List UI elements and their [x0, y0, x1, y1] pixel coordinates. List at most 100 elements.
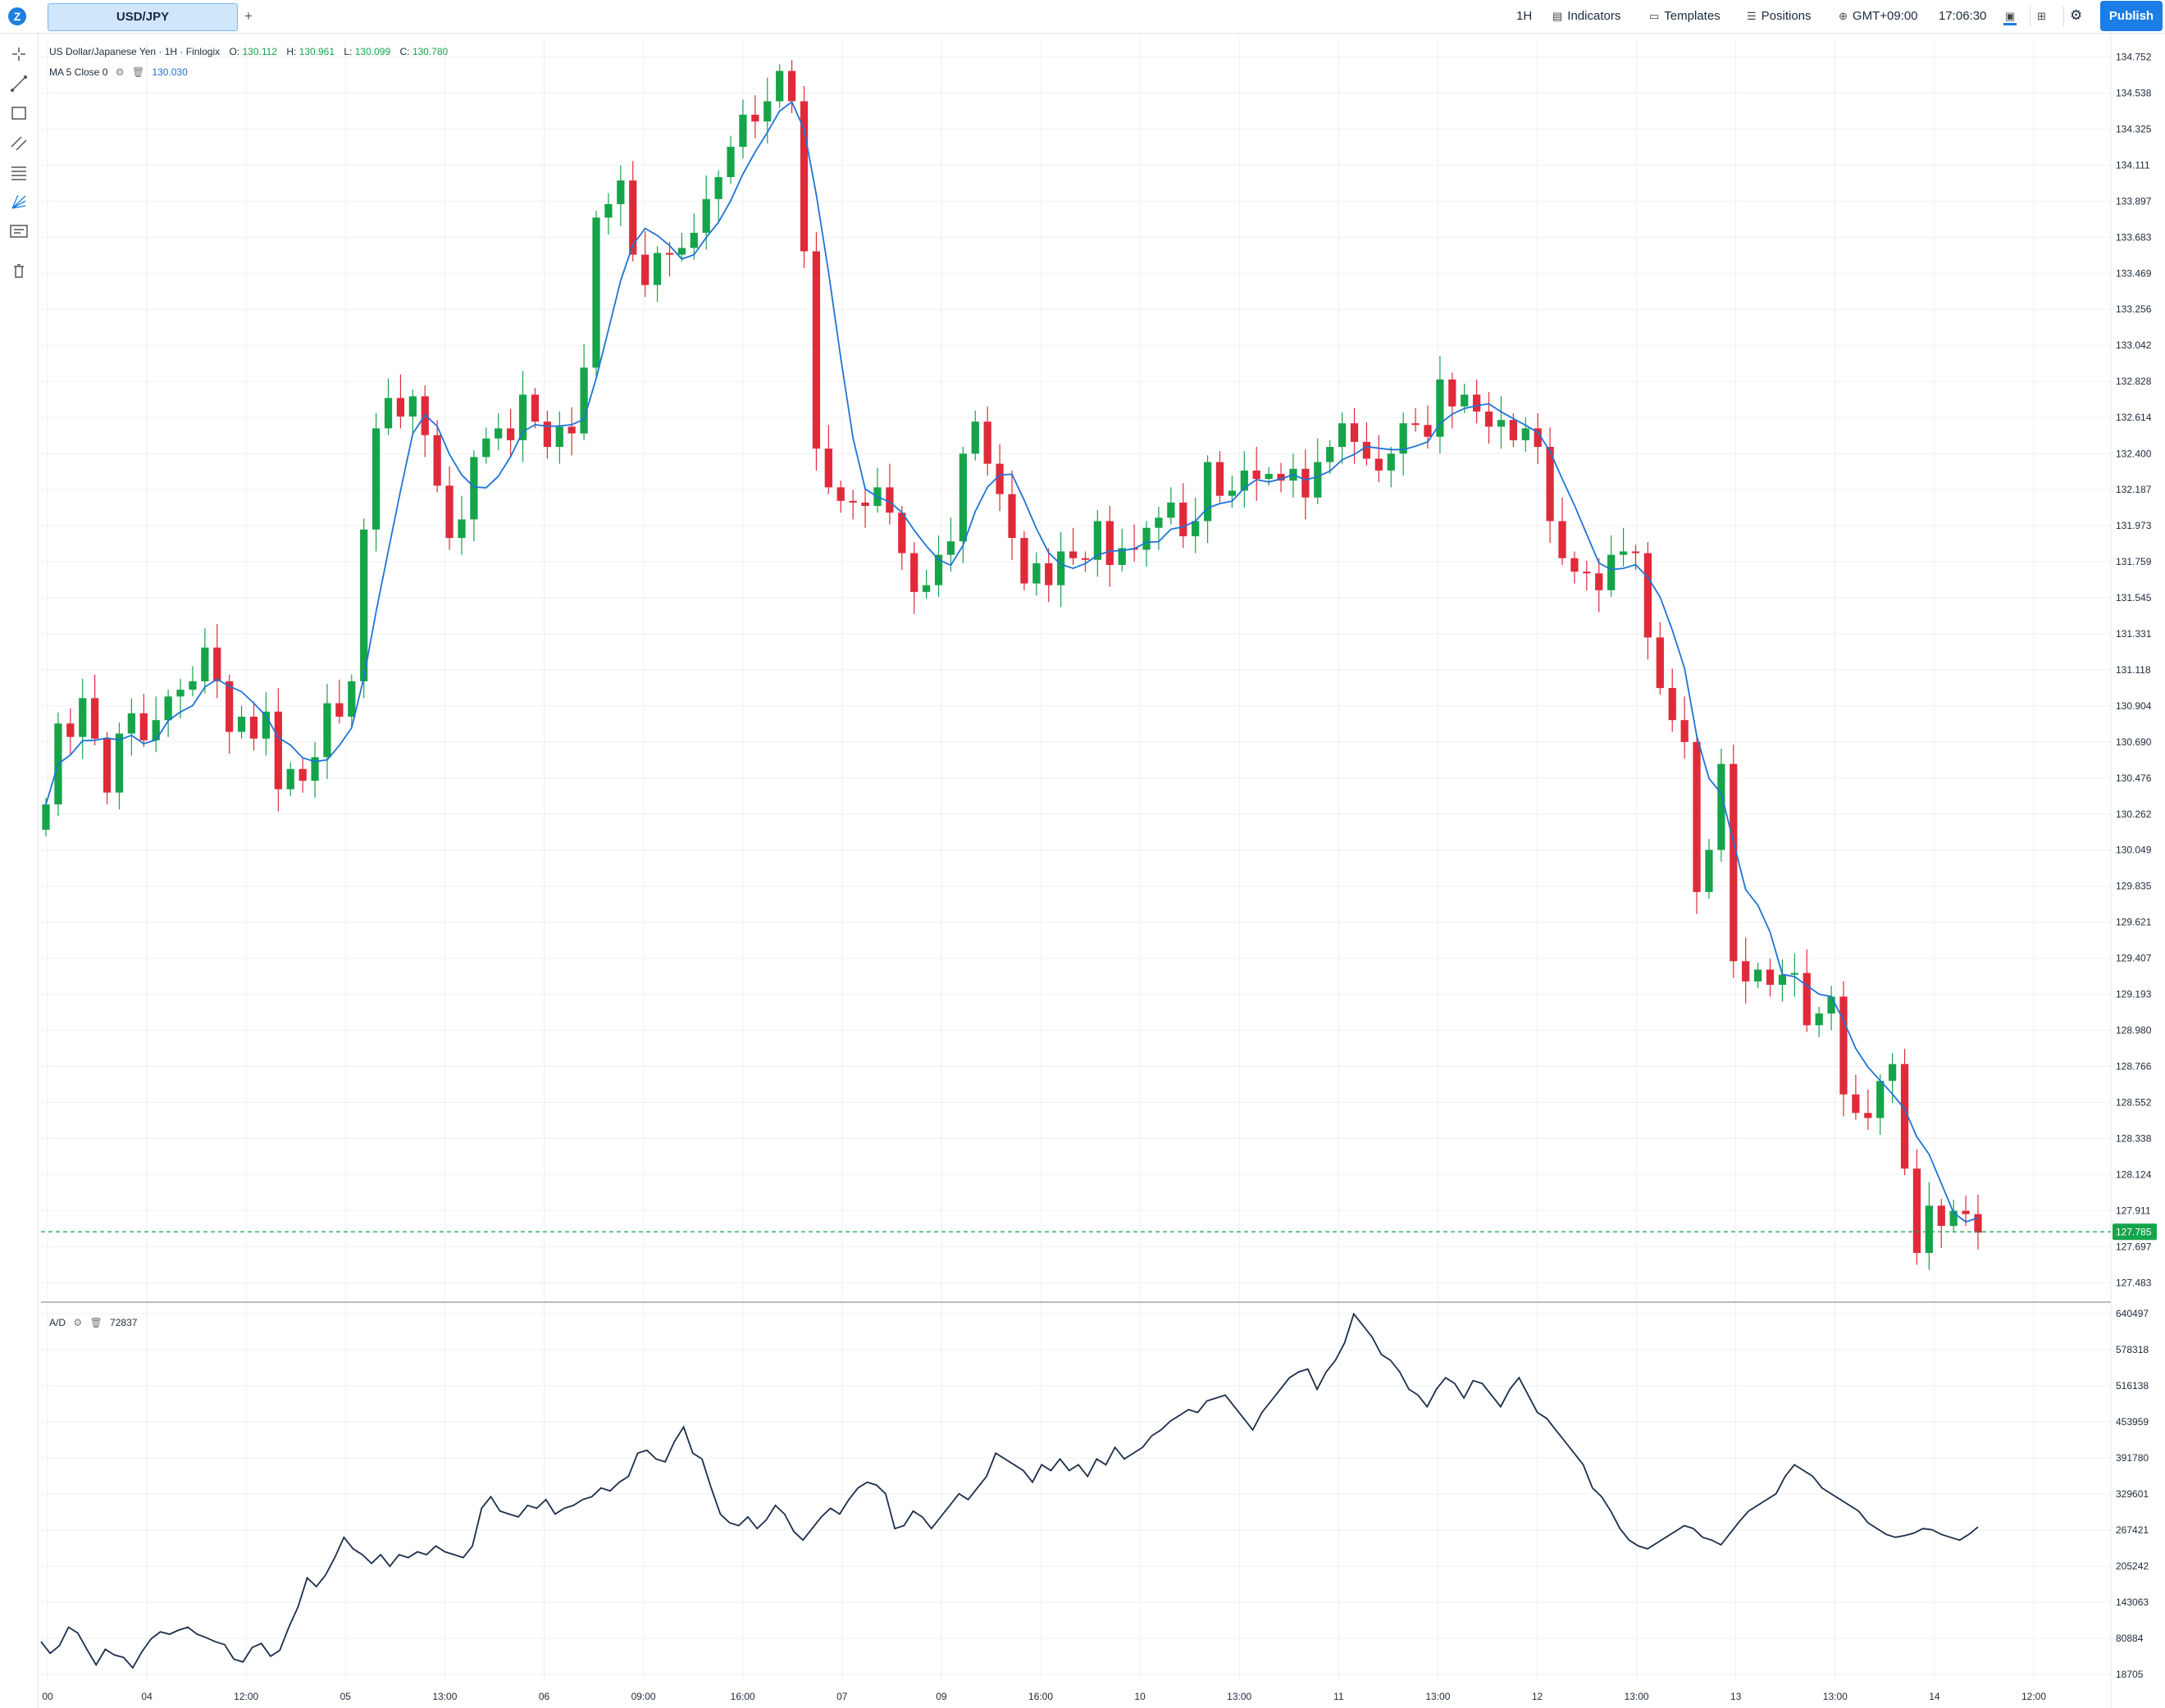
candle-body — [335, 703, 344, 717]
price-tick: 130.049 — [2116, 845, 2152, 856]
channel-icon[interactable] — [8, 132, 30, 153]
candle-body — [1314, 462, 1322, 498]
candle-body — [1876, 1081, 1885, 1118]
symbol-tab[interactable]: USD/JPY — [48, 3, 238, 31]
candle-body — [1521, 428, 1529, 440]
crosshair-icon[interactable] — [8, 43, 30, 65]
price-tick: 128.766 — [2116, 1061, 2152, 1073]
time-tick: 13:00 — [432, 1691, 457, 1702]
ad-value: 72837 — [110, 1317, 138, 1328]
candle-body — [1717, 763, 1725, 850]
candle-body — [1424, 425, 1432, 437]
candle-body — [1815, 1013, 1823, 1026]
candle-body — [922, 585, 931, 592]
time-tick: 13:00 — [1625, 1691, 1649, 1702]
high-value: 130.961 — [299, 46, 335, 57]
candle-body — [1497, 420, 1506, 427]
app-logo[interactable]: Z — [8, 7, 26, 25]
candle-body — [1387, 453, 1395, 471]
candle-body — [1252, 470, 1260, 480]
ad-tick: 578318 — [2116, 1344, 2149, 1355]
candle-body — [103, 738, 112, 793]
candle-body — [592, 217, 600, 368]
drawing-toolbar — [0, 34, 39, 1708]
candle-body — [495, 428, 503, 439]
candle-body — [531, 394, 540, 422]
candle-body — [1265, 473, 1273, 480]
layout-button[interactable]: ⊞ — [2037, 9, 2051, 23]
candle-body — [1742, 961, 1750, 982]
candle-body — [139, 713, 148, 740]
timezone-label: GMT+09:00 — [1852, 9, 1918, 23]
candle-body — [299, 768, 307, 781]
price-tick: 129.835 — [2116, 881, 2152, 892]
timezone-button[interactable]: ⊕ GMT+09:00 — [1839, 9, 1918, 23]
price-tick: 133.469 — [2116, 267, 2152, 279]
templates-button[interactable]: ▭ Templates — [1649, 9, 1721, 23]
time-tick: 13:00 — [1227, 1691, 1251, 1702]
candle-body — [714, 177, 722, 199]
positions-icon: ☰ — [1747, 10, 1757, 22]
candle-body — [1937, 1205, 1945, 1227]
ad-legend: A/D ⚙ 🗑 72837 — [49, 1317, 137, 1328]
ad-tick: 143063 — [2116, 1596, 2149, 1608]
indicators-button[interactable]: ▤ Indicators — [1552, 9, 1620, 23]
ad-tick: 391780 — [2116, 1452, 2149, 1464]
candle-body — [1215, 462, 1224, 496]
price-tick: 132.828 — [2116, 376, 2152, 387]
candle-body — [800, 101, 809, 252]
candle-body — [323, 703, 331, 758]
candle-body — [1693, 741, 1701, 892]
candle-body — [898, 512, 906, 553]
trash-icon[interactable]: 🗑 — [131, 66, 145, 78]
time-tick: 06 — [539, 1691, 550, 1702]
candle-body — [910, 553, 918, 592]
gann-fan-icon[interactable] — [8, 191, 30, 212]
candle-body — [1558, 521, 1566, 558]
candle-body — [787, 71, 796, 102]
rectangle-icon[interactable] — [8, 102, 30, 124]
trash-icon[interactable] — [8, 260, 30, 281]
candle-body — [274, 711, 282, 790]
candle-body — [1974, 1214, 1982, 1233]
fibonacci-icon[interactable] — [8, 162, 30, 183]
candle-body — [286, 768, 294, 790]
add-tab-button[interactable]: + — [244, 8, 253, 24]
globe-icon: ⊕ — [1839, 10, 1848, 22]
settings-button[interactable]: ⚙ — [2070, 7, 2082, 24]
gear-icon[interactable]: ⚙ — [73, 1317, 83, 1328]
candle-body — [690, 232, 698, 248]
publish-button[interactable]: Publish — [2100, 1, 2163, 31]
candle-body — [1912, 1168, 1921, 1253]
ad-axis: 640497 578318 516138 453959 391780 329601 2674… — [2116, 1308, 2149, 1680]
candle-body — [849, 500, 857, 503]
candle-body — [1962, 1210, 1970, 1214]
candle-body — [482, 438, 490, 458]
candle-body — [1105, 521, 1114, 565]
price-tick: 133.256 — [2116, 303, 2152, 315]
time-tick: 13:00 — [1425, 1691, 1450, 1702]
candle-body — [1118, 548, 1126, 565]
candle-body — [1827, 996, 1835, 1013]
price-tick: 127.911 — [2116, 1205, 2151, 1216]
candle-body — [1448, 379, 1456, 407]
candle-body — [115, 733, 124, 793]
price-tick: 131.545 — [2116, 592, 2152, 603]
time-tick: 11 — [1333, 1691, 1344, 1702]
text-note-icon[interactable] — [8, 221, 30, 242]
candle-body — [384, 398, 393, 429]
interval-button[interactable]: 1H — [1516, 9, 1533, 23]
price-tick: 132.187 — [2116, 484, 2152, 495]
positions-button[interactable]: ☰ Positions — [1747, 9, 1812, 23]
trash-icon[interactable]: 🗑 — [89, 1317, 103, 1328]
screenshot-button[interactable]: ▣ — [2003, 9, 2021, 25]
time-tick: 07 — [836, 1691, 848, 1702]
time-tick: 12 — [1532, 1691, 1543, 1702]
trend-line-icon[interactable] — [8, 73, 30, 94]
chart-grid — [41, 33, 2112, 1708]
gear-icon[interactable]: ⚙ — [115, 66, 125, 78]
templates-label: Templates — [1664, 9, 1721, 23]
top-toolbar: Z USD/JPY + 1H ▤ Indicators ▭ Templates ☰ P… — [0, 0, 2165, 34]
candle-body — [824, 449, 832, 488]
